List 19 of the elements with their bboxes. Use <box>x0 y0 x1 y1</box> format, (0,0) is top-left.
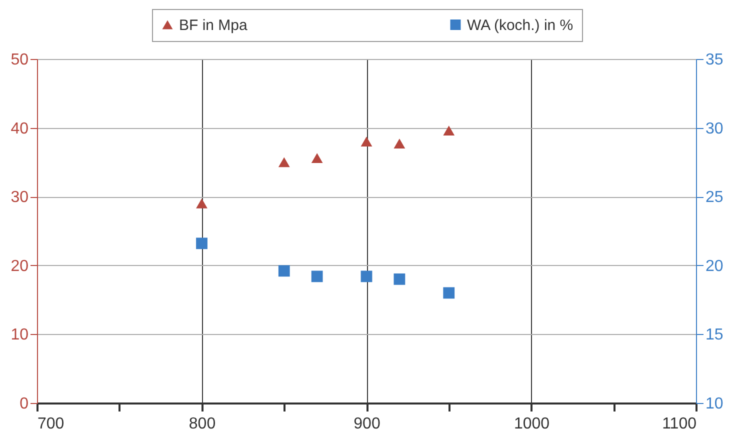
legend-label: WA (koch.) in % <box>467 16 574 34</box>
y2-tick-label: 15 <box>706 326 724 344</box>
y-tick-label: 40 <box>10 120 29 138</box>
y2-tick-label: 20 <box>706 258 724 275</box>
y-tick-label: 10 <box>10 326 29 344</box>
x-tick-label: 1000 <box>514 416 550 432</box>
y-tick-label: 0 <box>20 396 29 412</box>
x-tick-label: 900 <box>354 416 380 432</box>
x-tick-label: 1100 <box>662 416 697 432</box>
y-tick-label: 20 <box>10 258 29 275</box>
y-tick-label: 50 <box>10 52 29 68</box>
y2-tick-label: 25 <box>706 189 724 206</box>
y-tick-label: 30 <box>10 189 29 206</box>
x-tick-label: 700 <box>38 416 64 432</box>
y2-tick-label: 10 <box>706 396 724 412</box>
y2-tick-label: 35 <box>706 52 724 68</box>
x-tick-label: 800 <box>188 416 216 432</box>
legend-label: BF in Mpa <box>179 16 248 34</box>
y2-tick-label: 30 <box>706 120 724 138</box>
